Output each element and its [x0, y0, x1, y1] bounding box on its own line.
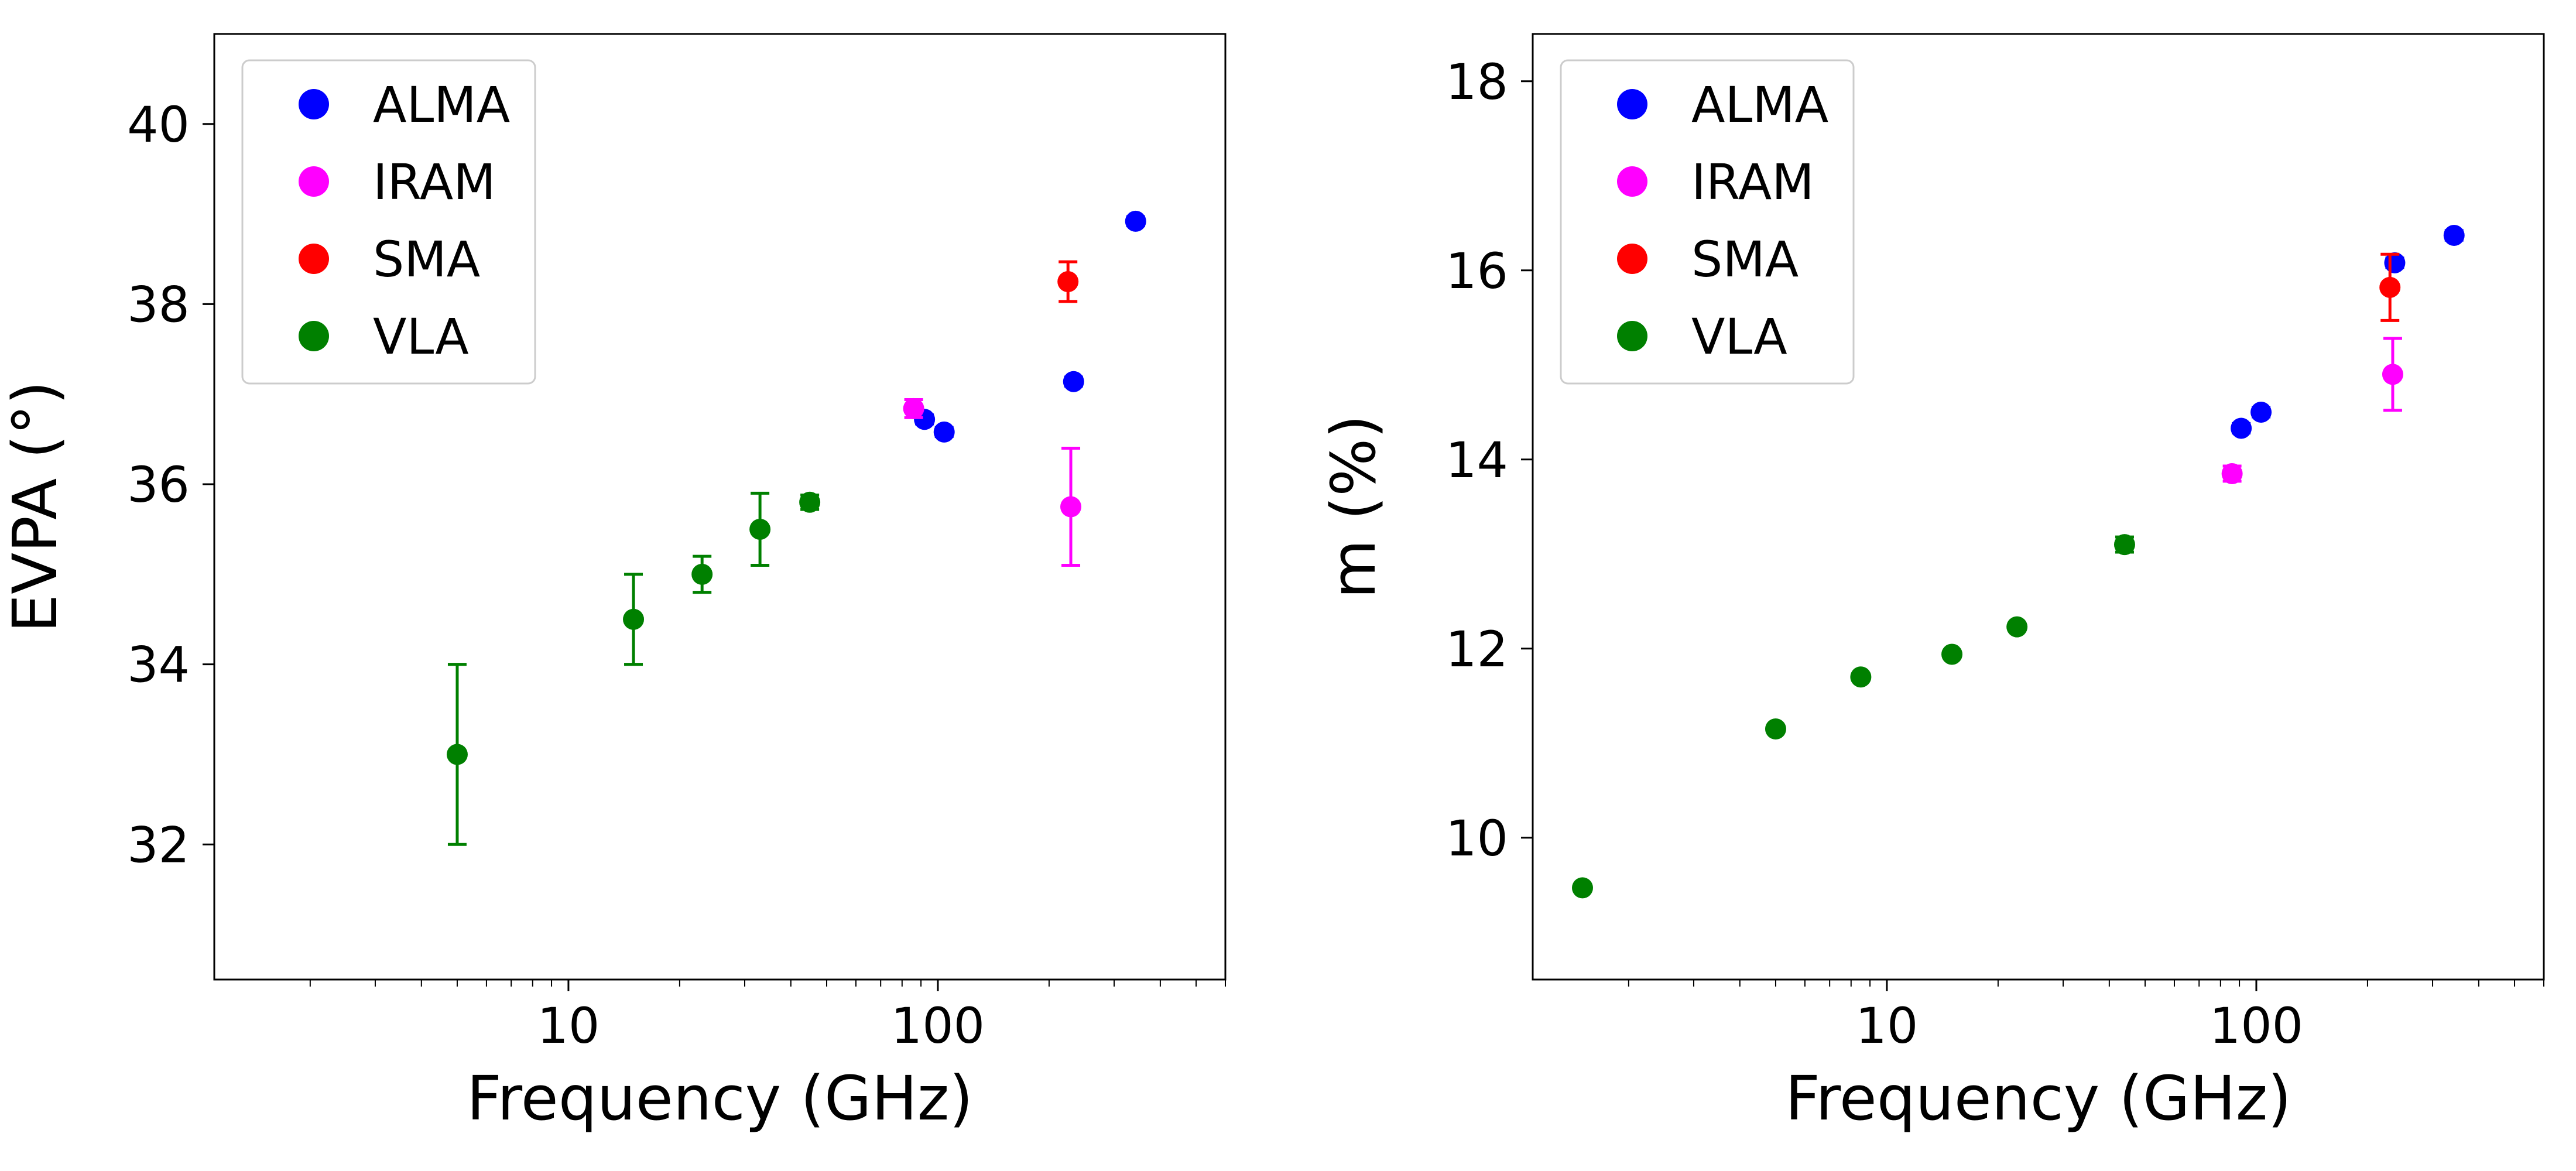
data-point: [1850, 666, 1872, 688]
y-tick-label: 40: [127, 96, 190, 153]
x-tick-label: 100: [2210, 997, 2303, 1054]
data-point: [933, 421, 955, 443]
data-point: [2382, 364, 2403, 385]
legend: ALMA IRAM SMA VLA: [241, 59, 536, 385]
legend-label: ALMA: [1691, 76, 1828, 133]
data-point: [903, 398, 924, 419]
series-sma: [1057, 260, 1079, 303]
x-axis-label: Frequency (GHz): [467, 1063, 973, 1134]
y-tick-label: 12: [1445, 621, 1508, 678]
plot-frame: [1532, 33, 2545, 981]
y-tick-label: 16: [1445, 242, 1508, 300]
legend-label: VLA: [1691, 308, 1787, 365]
data-point: [2443, 224, 2465, 246]
data-point: [623, 608, 645, 630]
y-tick-label: 18: [1445, 53, 1508, 111]
data-point: [691, 563, 713, 585]
y-tick-label: 32: [127, 816, 190, 874]
polarization-fraction-panel: 10 100 10 12 14 16 18 Frequency (GHz) m (%) ALMA I…: [1318, 33, 2545, 1134]
legend: ALMA IRAM SMA VLA: [1560, 59, 1855, 385]
y-axis-label: m (%): [1318, 415, 1389, 598]
legend-label: IRAM: [1691, 153, 1814, 211]
data-point: [2231, 417, 2252, 439]
data-point: [1572, 877, 1593, 899]
data-point: [446, 744, 468, 765]
series-iram: [903, 398, 1082, 567]
plot-frame: [213, 33, 1227, 981]
series-alma: [914, 210, 1146, 443]
legend-label: VLA: [373, 308, 469, 365]
data-point: [2221, 463, 2243, 484]
data-point: [799, 491, 821, 513]
y-tick-label: 36: [127, 456, 190, 513]
legend-marker: [1617, 166, 1647, 197]
evpa-panel: 10 100 32 34 36 38 40 Frequency (GHz) EVPA (°) AL…: [0, 33, 1227, 1134]
legend-frame: [241, 59, 536, 385]
data-point: [1765, 718, 1786, 740]
legend-marker: [1617, 321, 1647, 351]
data-point: [1060, 496, 1082, 518]
legend-frame: [1560, 59, 1855, 385]
series-iram: [2221, 337, 2403, 484]
data-point: [1063, 371, 1084, 392]
y-axis-label: EVPA (°): [0, 381, 71, 632]
y-tick-label: 10: [1445, 810, 1508, 867]
series-alma: [2231, 224, 2465, 439]
legend-marker: [299, 89, 329, 119]
data-point: [2113, 534, 2135, 556]
series-vla: [446, 491, 821, 846]
legend-marker: [1617, 244, 1647, 274]
legend-label: ALMA: [373, 76, 510, 133]
legend-marker: [299, 321, 329, 351]
x-tick-label: 100: [891, 997, 985, 1054]
legend-marker: [299, 166, 329, 197]
legend-label: SMA: [1691, 231, 1799, 288]
data-point: [1125, 210, 1146, 232]
y-tick-label: 34: [127, 636, 190, 694]
series-sma: [2379, 252, 2401, 322]
data-point: [1941, 643, 1963, 665]
data-point: [2250, 402, 2272, 423]
x-tick-label: 10: [537, 997, 600, 1054]
series-vla: [1572, 534, 2135, 899]
x-tick-label: 10: [1855, 997, 1918, 1054]
y-tick-label: 14: [1445, 432, 1508, 489]
legend-label: SMA: [373, 231, 480, 288]
data-point: [749, 518, 771, 540]
legend-marker: [299, 244, 329, 274]
data-point: [1057, 271, 1079, 292]
data-point: [2006, 616, 2028, 638]
data-point: [2379, 276, 2401, 298]
x-axis-label: Frequency (GHz): [1785, 1063, 2291, 1134]
y-tick-label: 38: [127, 276, 190, 333]
legend-label: IRAM: [373, 153, 496, 211]
legend-marker: [1617, 89, 1647, 119]
